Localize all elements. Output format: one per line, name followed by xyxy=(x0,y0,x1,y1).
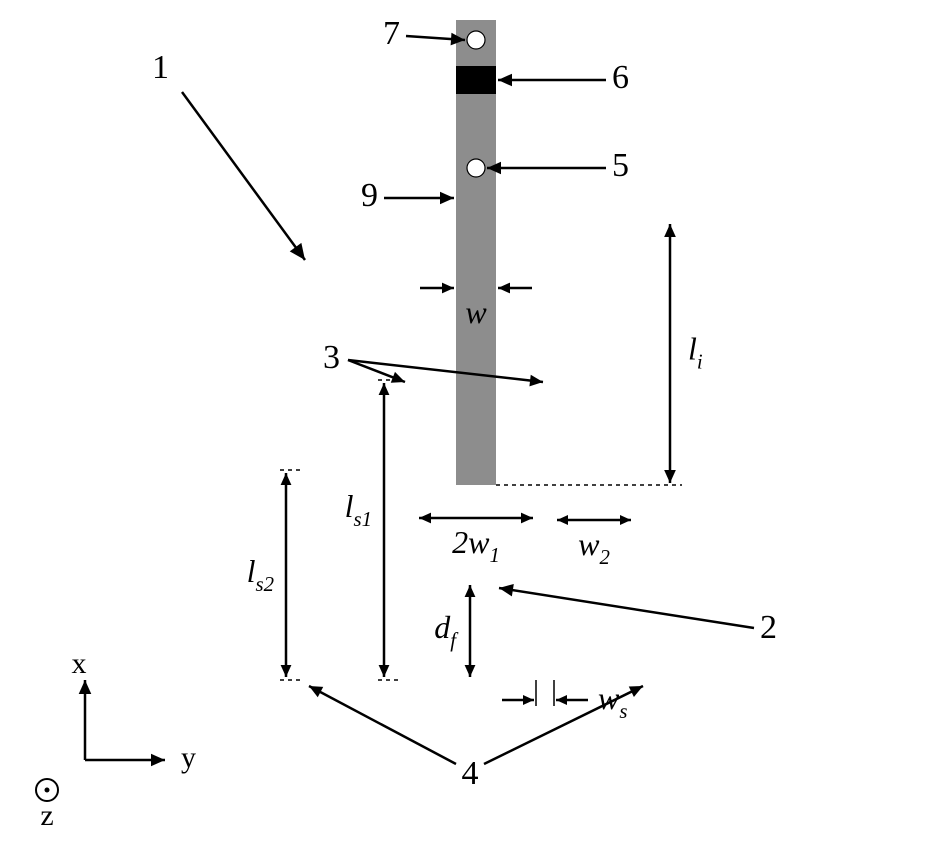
svg-text:df: df xyxy=(434,609,459,652)
svg-text:6: 6 xyxy=(612,59,629,96)
strip-hole-top xyxy=(467,31,485,49)
arrow-6 xyxy=(498,74,606,87)
svg-text:4: 4 xyxy=(462,755,479,792)
svg-text:9: 9 xyxy=(361,177,378,214)
svg-text:2w1: 2w1 xyxy=(452,524,500,567)
arrow-1 xyxy=(182,92,305,260)
slot-outer-right xyxy=(634,470,652,680)
svg-text:li: li xyxy=(688,331,703,374)
arrow-5 xyxy=(487,162,606,175)
svg-text:5: 5 xyxy=(612,147,629,184)
slot-outer-left xyxy=(300,470,318,680)
svg-text:1: 1 xyxy=(152,49,169,86)
chip-block xyxy=(456,66,496,94)
svg-text:z: z xyxy=(40,799,53,832)
svg-text:w2: w2 xyxy=(578,526,610,569)
svg-text:ls1: ls1 xyxy=(345,488,372,531)
svg-text:ws: ws xyxy=(598,680,627,723)
feed-hole xyxy=(456,562,496,602)
slot-inner-left xyxy=(398,380,416,680)
svg-text:y: y xyxy=(181,741,196,774)
strip-hole-mid xyxy=(467,159,485,177)
svg-text:7: 7 xyxy=(383,15,400,52)
slot-inner-right xyxy=(536,380,554,680)
svg-text:2: 2 xyxy=(760,609,777,646)
arrow-9 xyxy=(384,192,454,205)
svg-text:3: 3 xyxy=(323,339,340,376)
svg-text:w: w xyxy=(465,294,487,330)
svg-text:ls2: ls2 xyxy=(247,553,274,596)
svg-text:x: x xyxy=(72,647,87,680)
